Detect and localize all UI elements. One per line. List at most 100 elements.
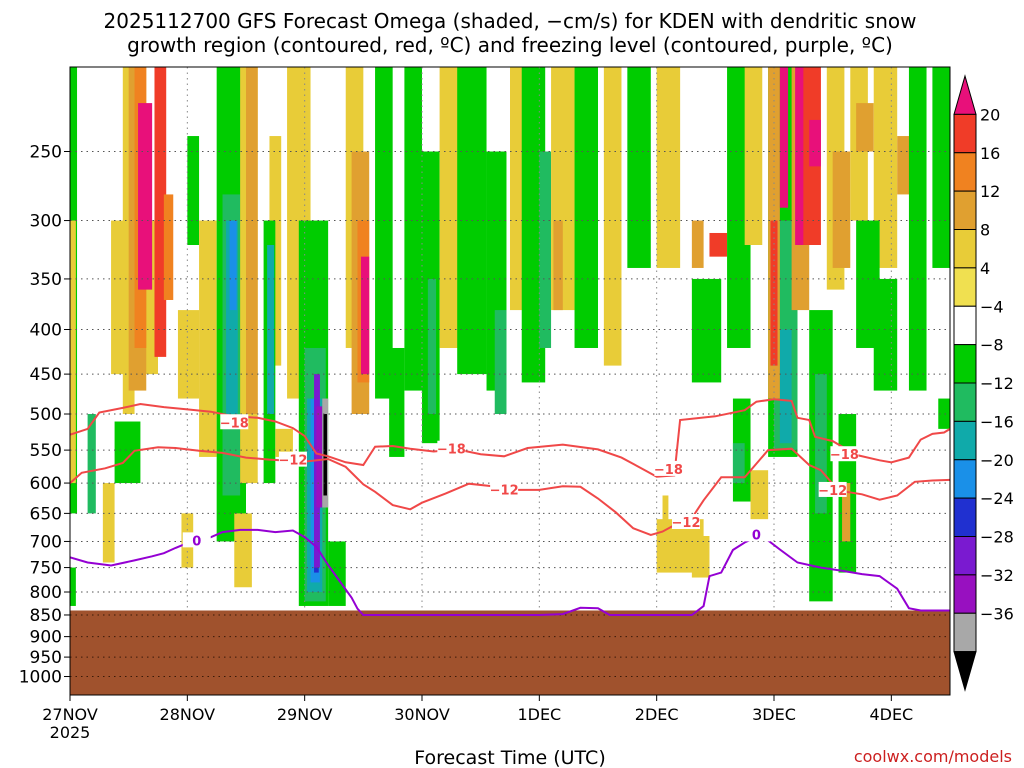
colorbar-label: 4 [980,259,990,278]
omega-shade-cell [732,443,745,484]
plot-area: −18 −18 −18 −18 −12 −12 −12 −12 0 0 [70,67,950,695]
x-tick-label: 27NOV [42,705,98,724]
x-tick-label: 2DEC [635,705,679,724]
y-tick-label: 650 [30,504,62,524]
contour-line [70,446,950,536]
omega-shade-cell [246,67,258,415]
x-axis-year: 2025 [50,723,91,742]
colorbar-label: −32 [980,566,1014,585]
omega-shade-cell [114,421,141,484]
y-tick-label: 450 [30,365,62,385]
colorbar-segment [953,497,977,537]
omega-shade-cell [138,103,153,290]
y-tick-label: 400 [30,321,62,341]
colorbar-segment [953,267,977,307]
chart-title-line-1: 2025112700 GFS Forecast Omega (shaded, −… [104,9,917,33]
omega-shade-cell [267,244,275,415]
contour-label-bg [278,451,307,467]
contour-label: 0 [192,534,201,549]
contour-label-bg [437,440,466,456]
plot-frame [69,66,951,696]
omega-shade-cell [553,220,563,311]
x-tick-label: 30NOV [394,705,450,724]
colorbar-segment [953,612,977,653]
omega-shade-cell [177,310,200,399]
y-tick-label: 950 [30,648,62,668]
omega-shade-cell [779,329,792,444]
contour-label: −12 [672,516,701,531]
omega-shade-cell [701,299,716,366]
x-axis: 27NOV 28NOV 29NOV 30NOV 1DEC 2DEC 3DEC 4DEC [42,695,913,724]
y-tick-label: 250 [30,143,62,163]
contour-label-bg [220,414,249,430]
colorbar-segment [953,113,977,154]
omega-shade-cell [102,483,115,563]
contour-label: −18 [220,416,249,431]
contour-label-bg [182,532,211,548]
colorbar-segment [953,574,977,614]
x-tick-label: 3DEC [752,705,796,724]
omega-shade-cell [750,470,769,520]
omega-shade-cell [842,483,851,542]
colorbar-label: 16 [980,144,1000,163]
x-tick-label: 4DEC [869,705,913,724]
colorbar-label: −20 [980,451,1014,470]
colorbar-label: 8 [980,221,990,240]
omega-shade-cell [727,67,751,348]
colorbar-segment [953,344,977,384]
omega-shade-cell [163,194,174,300]
contour-label-bg [742,526,771,542]
colorbar-segment [953,190,977,230]
contour-label: −18 [654,463,683,478]
omega-shade-cell [404,67,422,391]
omega-shade-cell [691,220,704,268]
contour-label-bg [490,481,519,497]
omega-shade-cell [328,541,346,606]
y-tick-label: 550 [30,441,62,461]
omega-shade-cell [627,67,651,268]
x-tick-label: 28NOV [160,705,216,724]
omega-shade-cell [70,220,76,484]
colorbar-segment [953,74,977,115]
y-tick-label: 800 [30,583,62,603]
colorbar-label: −36 [980,604,1014,623]
y-tick-label: 750 [30,559,62,579]
colorbar-segment [953,382,977,422]
y-tick-label: 500 [30,405,62,425]
omega-shade-cell [932,67,950,268]
colorbar-label: −24 [980,489,1014,508]
omega-shade-cell [199,220,217,457]
omega-shade-cell [375,67,393,399]
omega-shade-cell [389,347,405,457]
contour-label-bg [830,446,859,462]
omega-shade-cell [809,119,821,167]
chart-title-line-2: growth region (contoured, red, ºC) and f… [127,33,893,57]
contour-label: 0 [752,528,761,543]
y-tick-label: 600 [30,474,62,494]
colorbar-label: 20 [980,105,1000,124]
omega-shade-cell [316,406,323,508]
omega-shade-cell [494,310,507,415]
omega-shade-cell [873,278,898,391]
colorbar-label: −28 [980,528,1014,547]
terrain-layer [70,610,950,695]
colorbar-segment [953,420,977,461]
omega-shade-cell [187,136,200,245]
omega-shade-cell [154,67,167,357]
omega-shading-layer [70,67,950,606]
contour-label: −12 [278,454,307,469]
y-tick-label: 300 [30,212,62,232]
contour-label: −12 [818,484,847,499]
omega-shade-cell [744,67,763,245]
omega-shade-cell [856,103,874,152]
colorbar-segment [953,229,977,269]
colorbar-label: −12 [980,374,1014,393]
colorbar-segment [953,152,977,192]
terrain-block [70,610,950,695]
y-tick-label: 700 [30,532,62,552]
omega-shade-cell [691,535,710,578]
contour-label-bg [818,481,847,497]
x-tick-label: 1DEC [517,705,561,724]
omega-shade-cell [656,67,681,268]
contour-label: −18 [830,448,859,463]
